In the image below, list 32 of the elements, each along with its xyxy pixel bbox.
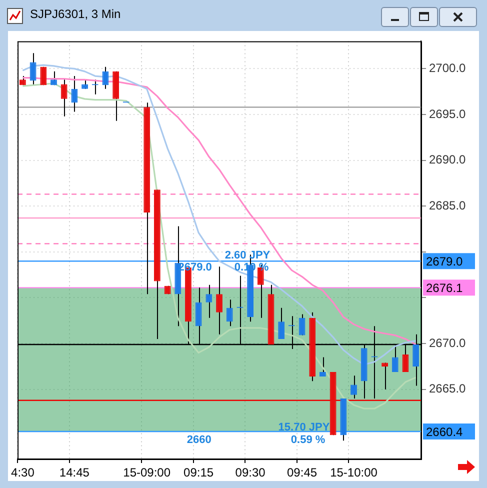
- y-tick-label: 2670.0: [429, 336, 466, 350]
- ref-line-label: 2679.0: [426, 254, 464, 268]
- candlestick: [30, 52, 36, 86]
- candlestick: [298, 314, 306, 336]
- candlestick: [226, 299, 233, 327]
- candlestick: [71, 76, 78, 112]
- annotation: 2660: [186, 434, 212, 446]
- x-tick-label: 09:15: [184, 466, 214, 480]
- y-tick-label: 2685.0: [429, 198, 466, 212]
- y-tick-label: 2665.0: [429, 382, 466, 396]
- y-tick-label: 2700.0: [429, 61, 466, 75]
- x-tick-label: 4:30: [11, 466, 35, 480]
- candlestick: [382, 362, 388, 390]
- ref-line-label: 2660.4: [426, 424, 464, 439]
- candlestick: [320, 356, 326, 378]
- candlestick: [278, 307, 285, 340]
- x-tick-label: 14:45: [59, 466, 90, 480]
- y-tick-label: 2695.0: [429, 106, 466, 121]
- x-tick-label: 15-09:00: [123, 466, 171, 480]
- annotation: 15.70 JPY: [278, 422, 330, 434]
- candlestick: [60, 79, 68, 117]
- candlestick: [206, 284, 212, 318]
- x-tick-label: 09:45: [287, 466, 318, 480]
- y-tick-label: 2690.0: [429, 152, 466, 167]
- chart-title: SJPJ6301, 3 Min: [30, 7, 121, 21]
- annotation: 2.60 JPY: [224, 250, 271, 262]
- ref-line-label: 2676.1: [426, 280, 464, 295]
- candlestick: [350, 375, 357, 400]
- x-tick-label: 09:30: [235, 466, 266, 480]
- x-tick-label: 15-10:00: [330, 466, 378, 480]
- annotation: 0.59 %: [290, 434, 326, 446]
- candlestick: [216, 266, 222, 335]
